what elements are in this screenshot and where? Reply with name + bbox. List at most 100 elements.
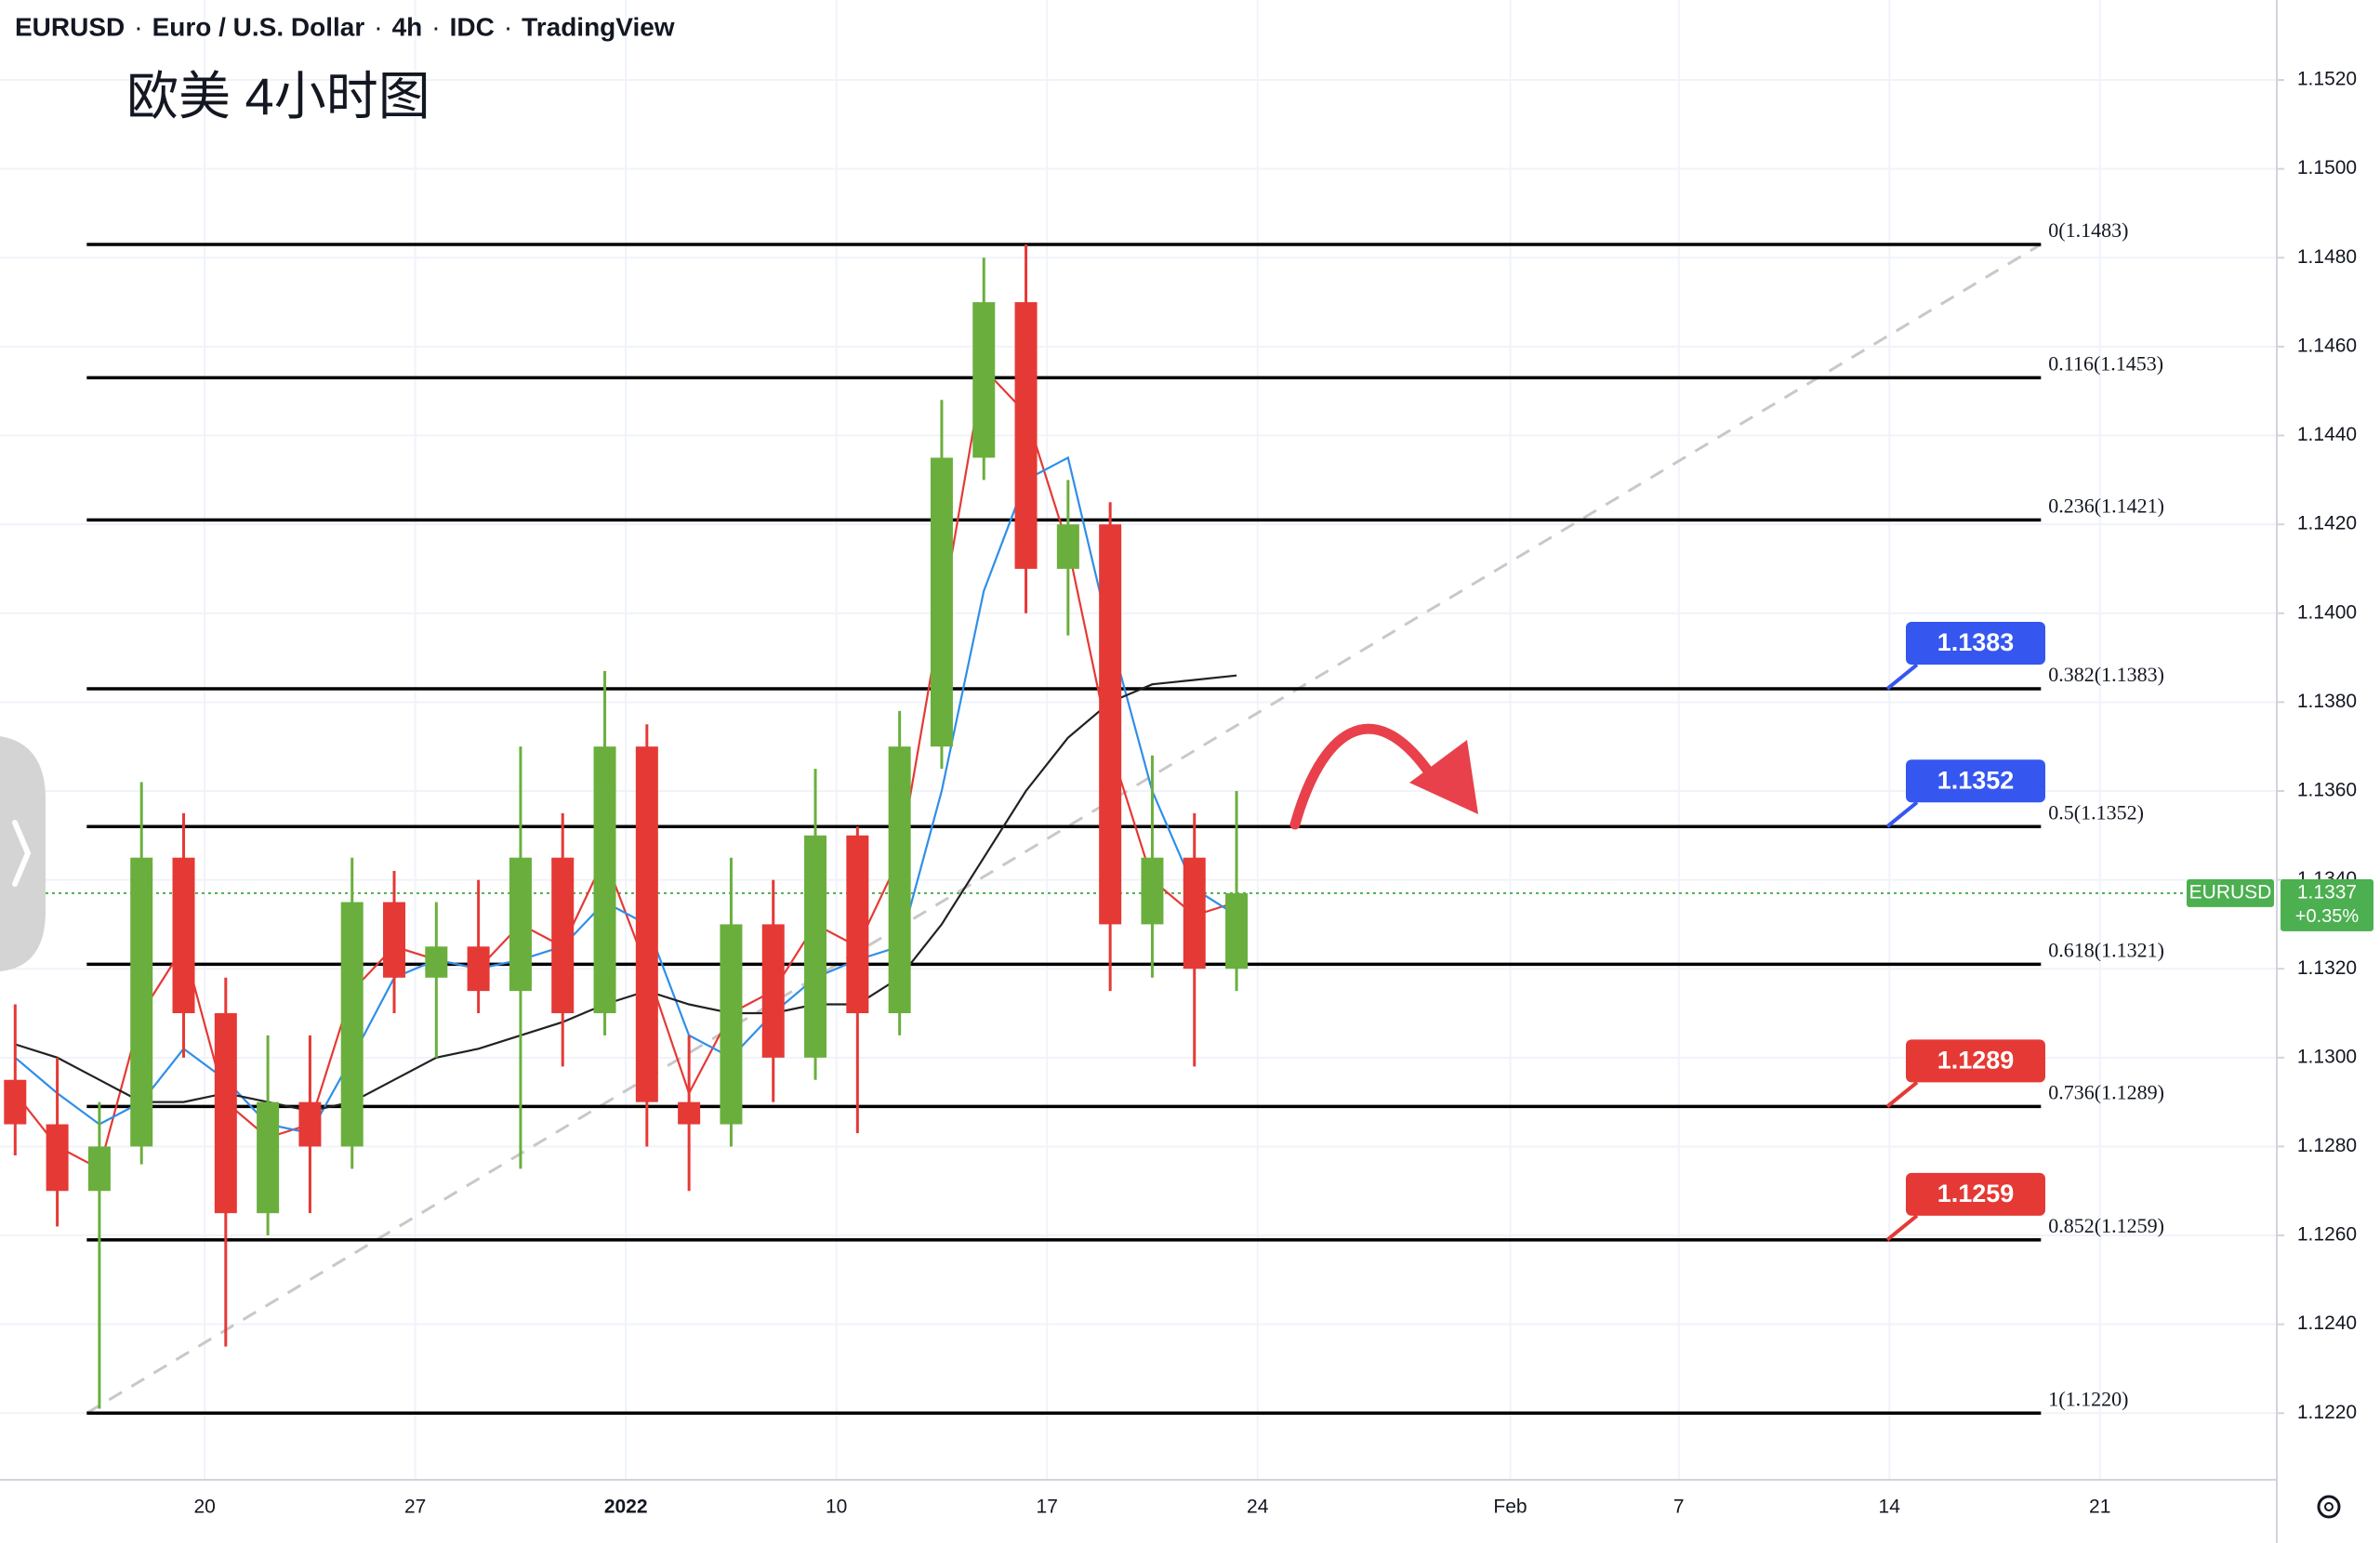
y-tick-label: 1.1220 [2297, 1402, 2357, 1423]
y-tick-label: 1.1460 [2297, 335, 2357, 356]
badge-label: 1.1352 [1937, 766, 2015, 794]
y-tick-label: 1.1500 [2297, 157, 2357, 178]
y-tick-label: 1.1400 [2297, 601, 2357, 623]
y-tick-label: 1.1380 [2297, 691, 2357, 712]
x-tick-label: 24 [1247, 1497, 1269, 1518]
arrow-head [1409, 740, 1478, 814]
candle-body [1183, 857, 1206, 969]
y-tick-label: 1.1320 [2297, 957, 2357, 979]
candle-body [972, 302, 996, 458]
candle-body [257, 1101, 280, 1214]
fib-label: 0.736(1.1289) [2048, 1080, 2164, 1103]
grid [0, 0, 2277, 1480]
y-tick-label: 1.1480 [2297, 246, 2357, 268]
symbol-label: EURUSD [2189, 881, 2272, 903]
y-tick-label: 1.1260 [2297, 1224, 2357, 1246]
candle-body [551, 857, 575, 1014]
header-separator: · [431, 12, 440, 41]
candle-body [593, 746, 616, 1014]
badge-label: 1.1383 [1937, 628, 2015, 656]
x-tick-label: 21 [2089, 1497, 2110, 1518]
candle-body [425, 946, 448, 978]
candle-body [720, 924, 743, 1125]
axes: 1.1220 1.1240 1.1260 1.1280 1.1300 1.1320 1.13… [193, 69, 2373, 1518]
candle-body [678, 1101, 701, 1125]
header-item: Euro / U.S. Dollar [152, 12, 365, 41]
badge-pointer [1885, 663, 1919, 691]
candle-body [172, 857, 195, 1014]
fib-label: 0.618(1.1321) [2048, 938, 2164, 961]
x-tick-label: 27 [404, 1497, 426, 1518]
candle-body [804, 835, 827, 1058]
header: EURUSD · Euro / U.S. Dollar · 4h · IDC · Trading… [15, 12, 675, 41]
candle-body [467, 946, 490, 992]
plot: 0(1.1483) 0.116(1.1453) 0.236(1.1421) 0.382… [0, 218, 2277, 1416]
fib-label: 0.852(1.1259) [2048, 1214, 2164, 1237]
fib-label: 0(1.1483) [2048, 218, 2128, 242]
badge-box [1906, 1172, 2045, 1216]
candle-body [130, 857, 153, 1147]
header-separator: · [374, 12, 382, 41]
candle-body [383, 902, 406, 978]
fib-label: 1(1.1220) [2048, 1387, 2128, 1410]
gear-ring [2317, 1495, 2341, 1519]
badge-box [1906, 1039, 2045, 1083]
y-tick-label: 1.1240 [2297, 1312, 2357, 1334]
candle-body [846, 835, 869, 1014]
candle-body [87, 1146, 111, 1192]
badge-box [1906, 759, 2045, 803]
candle-body [1014, 302, 1038, 569]
sidebar-chevron [12, 820, 32, 887]
candle-body [930, 457, 953, 747]
header-item: IDC [450, 12, 495, 41]
candle-body [509, 857, 532, 992]
y-tick-label: 1.1360 [2297, 780, 2357, 801]
fib-label: 0.236(1.1421) [2048, 494, 2164, 517]
candle-body [214, 1013, 237, 1214]
candle-body [298, 1101, 322, 1147]
badge-box [1906, 622, 2045, 666]
x-tick-label: 20 [193, 1497, 215, 1518]
y-tick-label: 1.1280 [2297, 1135, 2357, 1156]
sidebar-handle[interactable] [0, 736, 46, 971]
x-tick-label: 17 [1037, 1497, 1058, 1518]
x-tick-label: 14 [1879, 1497, 1901, 1518]
candle-body [1141, 857, 1164, 925]
y-tick-label: 1.1440 [2297, 424, 2357, 445]
candle-body [1056, 524, 1079, 569]
header-item: EURUSD [15, 12, 125, 41]
y-tick-label: 1.1420 [2297, 513, 2357, 534]
badge-pointer [1885, 1080, 1919, 1108]
candle-body [635, 746, 658, 1102]
candle-body [1099, 524, 1122, 925]
y-tick-label: 1.1520 [2297, 69, 2357, 90]
header-separator: · [134, 12, 142, 41]
candle-body [340, 902, 364, 1147]
x-tick-label: 10 [826, 1497, 847, 1518]
x-tick-label: Feb [1493, 1497, 1527, 1518]
badge-label: 1.1259 [1937, 1180, 2015, 1207]
fib-label: 0.116(1.1453) [2048, 351, 2163, 375]
badge-pointer [1885, 1214, 1919, 1242]
header-separator: · [504, 12, 512, 41]
candle-body [888, 746, 911, 1014]
x-tick-label: 7 [1673, 1497, 1685, 1518]
price-label: 1.1337 [2297, 881, 2357, 903]
x-tick-label: 2022 [604, 1497, 648, 1518]
y-tick-label: 1.1300 [2297, 1046, 2357, 1067]
candle-body [46, 1124, 69, 1192]
fib-label: 0.5(1.1352) [2048, 800, 2144, 824]
change-label: +0.35% [2295, 906, 2360, 927]
badge-pointer [1885, 800, 1919, 828]
candle-body [4, 1079, 27, 1125]
candle-body [1225, 892, 1249, 969]
arrow [1289, 723, 1437, 830]
header-item: 4h [392, 12, 423, 41]
settings-icon[interactable] [2317, 1495, 2341, 1519]
fib-label: 0.382(1.1383) [2048, 663, 2164, 686]
symbol-box [2187, 878, 2274, 907]
chart-title: 欧美 4小时图 [126, 67, 430, 125]
header-item: TradingView [522, 12, 675, 41]
